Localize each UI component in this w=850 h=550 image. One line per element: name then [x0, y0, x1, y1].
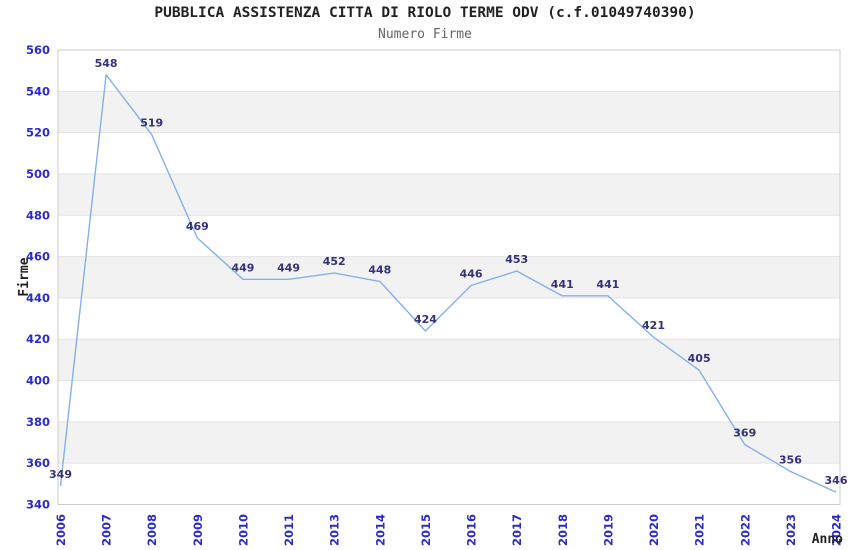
- x-tick-label: 2015: [419, 514, 433, 546]
- plot-border: [57, 49, 841, 505]
- chart-subtitle: Numero Firme: [378, 27, 472, 42]
- data-point-label: 448: [368, 263, 391, 276]
- data-point-label: 441: [596, 278, 619, 291]
- x-tick-label: 2013: [328, 514, 342, 546]
- data-point-label: 469: [186, 220, 209, 233]
- y-tick-label: 480: [26, 208, 50, 222]
- data-point-label: 349: [49, 468, 72, 481]
- data-point-label: 369: [733, 427, 756, 440]
- x-tick-label: 2007: [100, 514, 114, 546]
- data-point-label: 446: [460, 268, 483, 281]
- data-point-label: 452: [323, 255, 346, 268]
- x-tick-label: 2009: [191, 514, 205, 546]
- plot-band: [58, 173, 840, 216]
- data-point-label: 548: [95, 57, 118, 70]
- chart-title: PUBBLICA ASSISTENZA CITTA DI RIOLO TERME…: [154, 5, 696, 21]
- y-tick-label: 380: [26, 415, 50, 429]
- x-tick-label: 2022: [738, 514, 752, 546]
- data-point-label: 356: [779, 453, 802, 466]
- data-point-label: 441: [551, 278, 574, 291]
- data-point-label: 519: [140, 117, 163, 130]
- x-tick-label: 2021: [693, 514, 707, 546]
- y-tick-label: 340: [26, 498, 50, 512]
- y-tick-label: 460: [26, 250, 50, 264]
- x-tick-label: 2014: [373, 514, 387, 546]
- x-tick-label: 2017: [510, 514, 524, 546]
- data-point-label: 424: [414, 313, 437, 326]
- y-tick-label: 440: [26, 291, 50, 305]
- plot-band: [58, 339, 840, 381]
- x-tick-label: 2008: [145, 514, 159, 546]
- plot-band: [58, 256, 840, 298]
- x-tick-label: 2010: [236, 514, 250, 546]
- y-tick-label: 540: [26, 84, 50, 98]
- plot-band: [58, 91, 840, 133]
- y-tick-label: 500: [26, 167, 50, 181]
- data-point-label: 449: [231, 261, 254, 274]
- x-tick-label: 2019: [601, 514, 615, 546]
- x-tick-label: 2016: [465, 514, 479, 546]
- x-tick-label: 2024: [830, 514, 844, 546]
- x-tick-label: 2011: [282, 514, 296, 546]
- plot-band: [58, 421, 840, 464]
- x-tick-label: 2023: [784, 514, 798, 546]
- y-tick-label: 420: [26, 332, 50, 346]
- y-tick-label: 360: [26, 456, 50, 470]
- y-tick-label: 560: [26, 43, 50, 57]
- data-point-label: 453: [505, 253, 528, 266]
- x-tick-label: 2006: [54, 514, 68, 546]
- data-point-label: 405: [688, 352, 711, 365]
- x-tick-label: 2020: [647, 514, 661, 546]
- x-tick-label: 2018: [556, 514, 570, 546]
- x-axis-title: Anno: [812, 532, 843, 547]
- data-point-label: 346: [825, 474, 848, 487]
- y-axis-title: Firme: [17, 257, 32, 296]
- y-tick-label: 400: [26, 374, 50, 388]
- y-tick-label: 520: [26, 126, 50, 140]
- data-point-label: 449: [277, 261, 300, 274]
- data-line: [59, 74, 837, 493]
- data-point-label: 421: [642, 319, 665, 332]
